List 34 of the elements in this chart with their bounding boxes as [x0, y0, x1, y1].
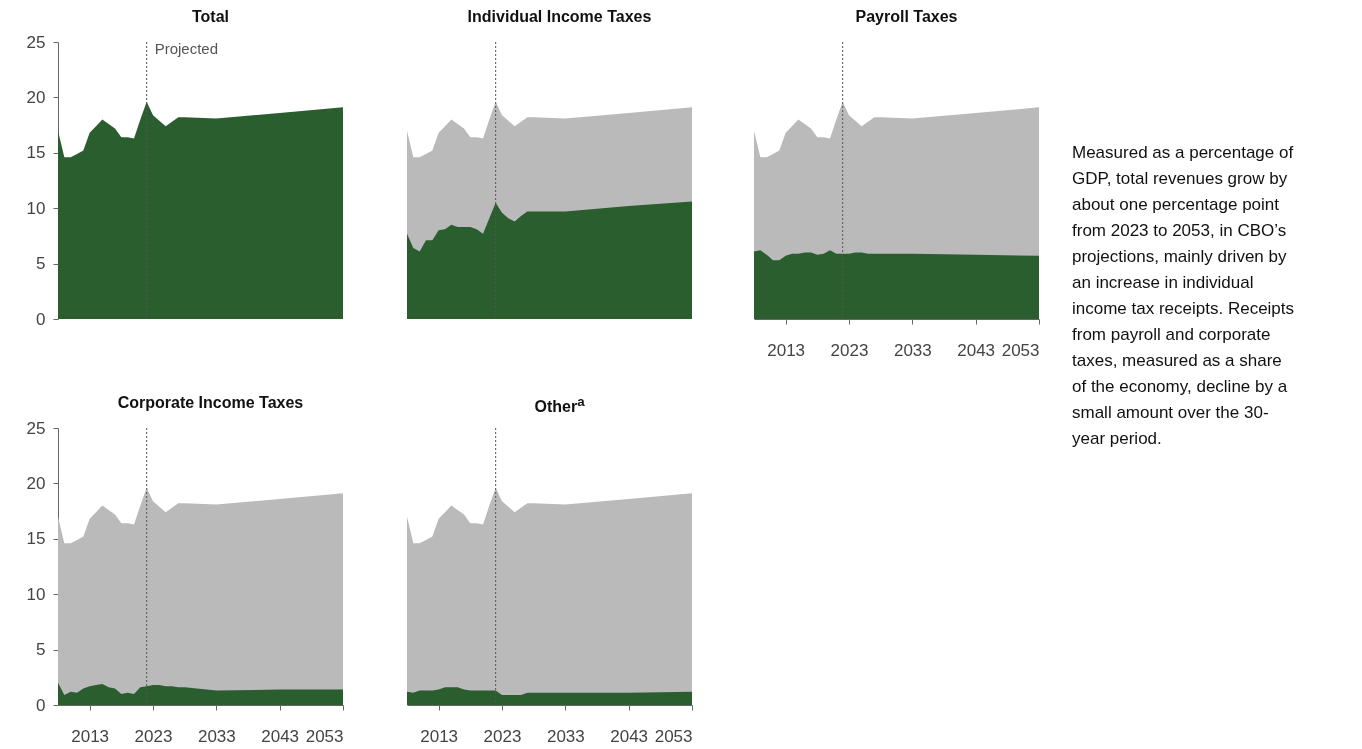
x-tick-label: 2053: [654, 726, 693, 746]
y-tick-label: 20: [26, 87, 46, 107]
y-tick-label: 25: [26, 418, 46, 438]
y-tick-label: 5: [36, 640, 46, 660]
chart-title: Individual Income Taxes: [466, 8, 653, 26]
y-tick-label: 15: [26, 143, 46, 163]
text: Measured as a percentage of GDP, total revenues grow by about one percentage point from 2023 to 2053, in CBO’s projections, mainly driven by an increase in individual income tax receipts. Receipts from payroll and corporate taxes, measured as a share of the economy, decline by a small amount over the 30-year period.: [1072, 143, 1295, 448]
x-tick-label: 2053: [1001, 340, 1040, 360]
x-tick-label: 2043: [610, 726, 649, 746]
x-tick-label: 2043: [957, 340, 996, 360]
ref-line-label: Projected: [154, 40, 219, 57]
y-tick-label: 25: [26, 32, 46, 52]
y-tick-label: 10: [26, 198, 46, 218]
x-tick-label: 2013: [71, 726, 110, 746]
chart-title: Other$^{a}$: [533, 394, 586, 417]
x-tick-label: 2023: [134, 726, 173, 746]
x-tick-label: 2013: [767, 340, 806, 360]
y-tick-label: 15: [26, 529, 46, 549]
x-tick-label: 2033: [546, 726, 585, 746]
chart-title: Corporate Income Taxes: [116, 394, 305, 412]
x-tick-label: 2053: [305, 726, 344, 746]
x-tick-label: 2033: [893, 340, 932, 360]
x-tick-label: 2013: [420, 726, 459, 746]
x-tick-label: 2023: [830, 340, 869, 360]
y-tick-label: 20: [26, 473, 46, 493]
x-tick-label: 2023: [483, 726, 522, 746]
y-tick-label: 0: [36, 309, 46, 329]
chart-title: Total: [191, 8, 230, 26]
y-tick-label: 10: [26, 584, 46, 604]
x-tick-label: 2033: [197, 726, 236, 746]
y-tick-label: 5: [36, 254, 46, 274]
y-tick-label: 0: [36, 695, 46, 715]
chart-title: Payroll Taxes: [854, 8, 959, 26]
x-tick-label: 2043: [261, 726, 300, 746]
